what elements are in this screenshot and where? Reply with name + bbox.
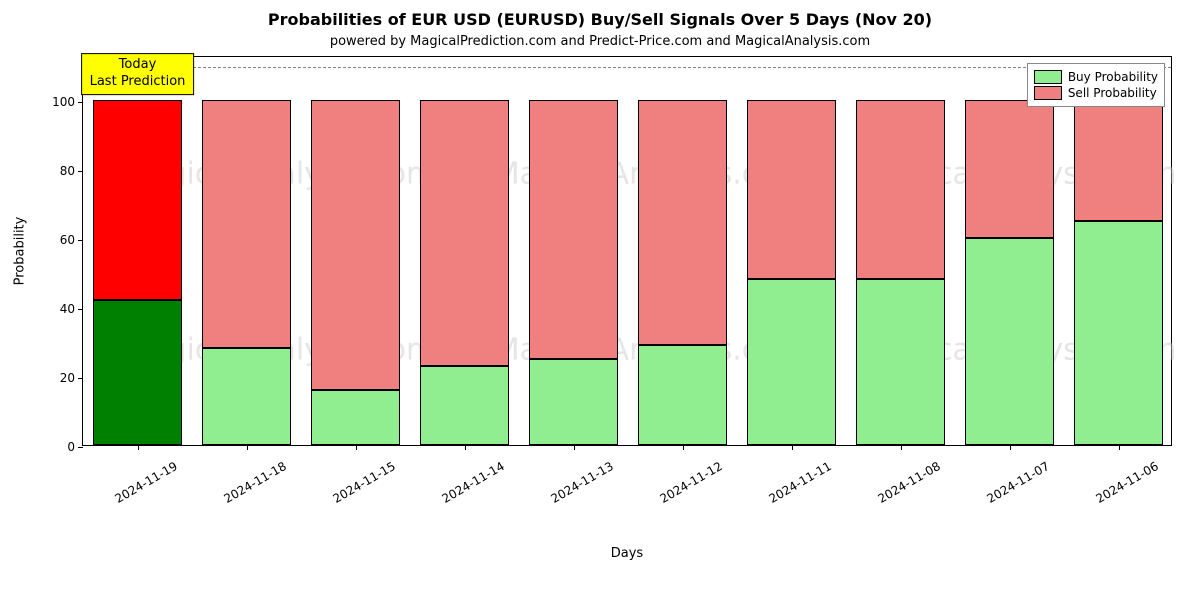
x-tick-mark bbox=[138, 445, 139, 450]
x-tick-label: 2024-11-12 bbox=[657, 459, 724, 506]
x-tick-label: 2024-11-14 bbox=[439, 459, 506, 506]
bar-buy bbox=[311, 390, 400, 445]
x-axis-label: Days bbox=[82, 546, 1172, 561]
x-tick-label: 2024-11-06 bbox=[1093, 459, 1160, 506]
today-annotation: TodayLast Prediction bbox=[81, 53, 195, 95]
x-tick-label: 2024-11-15 bbox=[330, 459, 397, 506]
bar-group bbox=[856, 55, 945, 445]
chart-title: Probabilities of EUR USD (EURUSD) Buy/Se… bbox=[0, 10, 1200, 29]
bar-buy bbox=[202, 348, 291, 445]
bar-sell bbox=[202, 100, 291, 348]
bar-sell bbox=[747, 100, 836, 279]
x-tick-mark bbox=[901, 445, 902, 450]
x-tick-label: 2024-11-19 bbox=[112, 459, 179, 506]
bar-group bbox=[747, 55, 836, 445]
y-tick-mark bbox=[78, 447, 83, 448]
annotation-line-2: Last Prediction bbox=[90, 74, 186, 91]
bar-sell bbox=[529, 100, 618, 359]
x-tick-mark bbox=[356, 445, 357, 450]
legend-label: Buy Probability bbox=[1068, 70, 1158, 84]
bar-group bbox=[638, 55, 727, 445]
bar-group bbox=[311, 55, 400, 445]
bar-buy bbox=[747, 279, 836, 445]
bar-group bbox=[420, 55, 509, 445]
bar-group bbox=[529, 55, 618, 445]
x-tick-label: 2024-11-11 bbox=[766, 459, 833, 506]
legend: Buy Probability Sell Probability bbox=[1027, 63, 1165, 107]
bar-group bbox=[1074, 55, 1163, 445]
bar-buy bbox=[638, 345, 727, 445]
bar-group bbox=[202, 55, 291, 445]
bar-group bbox=[93, 55, 182, 445]
bar-buy bbox=[856, 279, 945, 445]
annotation-line-1: Today bbox=[90, 57, 186, 74]
legend-label: Sell Probability bbox=[1068, 86, 1157, 100]
plot-area: MagicalAnalysis.comMagicalAnalysis.comMa… bbox=[82, 56, 1172, 446]
x-tick-mark bbox=[1119, 445, 1120, 450]
bar-sell bbox=[420, 100, 509, 366]
x-tick-mark bbox=[247, 445, 248, 450]
x-tick-label: 2024-11-07 bbox=[984, 459, 1051, 506]
y-tick-mark bbox=[78, 309, 83, 310]
x-tick-label: 2024-11-13 bbox=[548, 459, 615, 506]
x-tick-label: 2024-11-18 bbox=[221, 459, 288, 506]
bar-group bbox=[965, 55, 1054, 445]
bar-buy bbox=[420, 366, 509, 445]
bar-sell bbox=[311, 100, 400, 390]
y-tick-mark bbox=[78, 171, 83, 172]
x-tick-label: 2024-11-08 bbox=[875, 459, 942, 506]
legend-swatch bbox=[1034, 70, 1062, 84]
x-tick-mark bbox=[792, 445, 793, 450]
bar-buy bbox=[93, 300, 182, 445]
legend-item: Sell Probability bbox=[1034, 86, 1158, 100]
bar-sell bbox=[856, 100, 945, 279]
legend-swatch bbox=[1034, 86, 1062, 100]
bar-buy bbox=[529, 359, 618, 445]
bar-sell bbox=[93, 100, 182, 300]
bar-sell bbox=[965, 100, 1054, 238]
x-tick-mark bbox=[683, 445, 684, 450]
bar-sell bbox=[1074, 100, 1163, 221]
bar-buy bbox=[1074, 221, 1163, 445]
y-tick-mark bbox=[78, 240, 83, 241]
y-tick-mark bbox=[78, 378, 83, 379]
chart-subtitle: powered by MagicalPrediction.com and Pre… bbox=[0, 34, 1200, 49]
x-tick-mark bbox=[1010, 445, 1011, 450]
legend-item: Buy Probability bbox=[1034, 70, 1158, 84]
bar-sell bbox=[638, 100, 727, 345]
y-axis-label: Probability bbox=[13, 217, 28, 286]
y-tick-mark bbox=[78, 102, 83, 103]
chart-container: Probabilities of EUR USD (EURUSD) Buy/Se… bbox=[0, 0, 1200, 600]
x-tick-mark bbox=[574, 445, 575, 450]
x-tick-mark bbox=[465, 445, 466, 450]
bar-buy bbox=[965, 238, 1054, 445]
